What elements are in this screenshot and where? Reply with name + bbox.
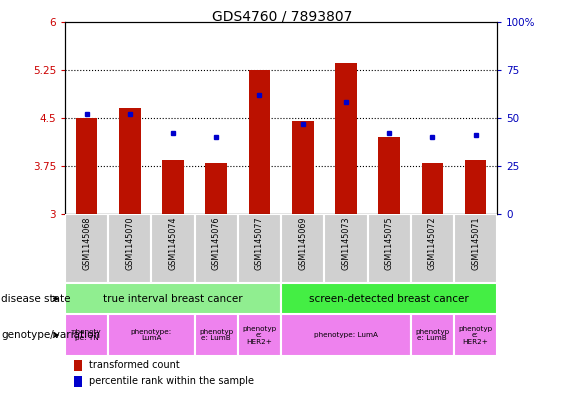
Bar	[108, 214, 151, 283]
Text: phenoty
pe: TN: phenoty pe: TN	[72, 329, 101, 341]
Text: GDS4760 / 7893807: GDS4760 / 7893807	[212, 10, 353, 24]
Bar	[368, 214, 411, 283]
Bar	[119, 108, 141, 214]
Bar	[73, 360, 82, 371]
Bar	[379, 137, 400, 214]
Bar	[76, 118, 97, 214]
Text: disease state: disease state	[1, 294, 71, 304]
Bar	[162, 160, 184, 214]
Bar	[238, 214, 281, 283]
Text: GSM1145073: GSM1145073	[341, 216, 350, 270]
Bar	[411, 314, 454, 356]
Bar	[454, 214, 497, 283]
Text: screen-detected breast cancer: screen-detected breast cancer	[309, 294, 469, 304]
Text: GSM1145075: GSM1145075	[385, 216, 394, 270]
Text: GSM1145077: GSM1145077	[255, 216, 264, 270]
Bar	[249, 70, 270, 214]
Bar	[206, 163, 227, 214]
Bar	[281, 214, 324, 283]
Bar	[65, 214, 108, 283]
Bar	[281, 314, 411, 356]
Text: GSM1145074: GSM1145074	[168, 216, 177, 270]
Text: GSM1145069: GSM1145069	[298, 216, 307, 270]
Bar	[194, 314, 238, 356]
Text: GSM1145072: GSM1145072	[428, 216, 437, 270]
Text: GSM1145068: GSM1145068	[82, 216, 91, 270]
Bar	[65, 314, 108, 356]
Text: phenotyp
e: LumB: phenotyp e: LumB	[199, 329, 233, 341]
Bar	[335, 63, 357, 214]
Text: transformed count: transformed count	[89, 360, 180, 370]
Bar	[454, 314, 497, 356]
Bar	[324, 214, 368, 283]
Text: GSM1145070: GSM1145070	[125, 216, 134, 270]
Bar	[73, 376, 82, 387]
Bar	[108, 314, 194, 356]
Text: true interval breast cancer: true interval breast cancer	[103, 294, 243, 304]
Bar	[65, 283, 281, 314]
Bar	[465, 160, 486, 214]
Text: genotype/variation: genotype/variation	[1, 330, 100, 340]
Text: percentile rank within the sample: percentile rank within the sample	[89, 376, 254, 386]
Text: phenotyp
e: LumB: phenotyp e: LumB	[415, 329, 450, 341]
Bar	[411, 214, 454, 283]
Bar	[421, 163, 443, 214]
Text: phenotyp
e:
HER2+: phenotyp e: HER2+	[242, 325, 277, 345]
Bar	[151, 214, 194, 283]
Text: phenotyp
e:
HER2+: phenotyp e: HER2+	[458, 325, 493, 345]
Text: GSM1145071: GSM1145071	[471, 216, 480, 270]
Text: phenotype: LumA: phenotype: LumA	[314, 332, 378, 338]
Text: GSM1145076: GSM1145076	[212, 216, 221, 270]
Text: phenotype:
LumA: phenotype: LumA	[131, 329, 172, 341]
Bar	[238, 314, 281, 356]
Bar	[281, 283, 497, 314]
Bar	[194, 214, 238, 283]
Bar	[292, 121, 314, 214]
